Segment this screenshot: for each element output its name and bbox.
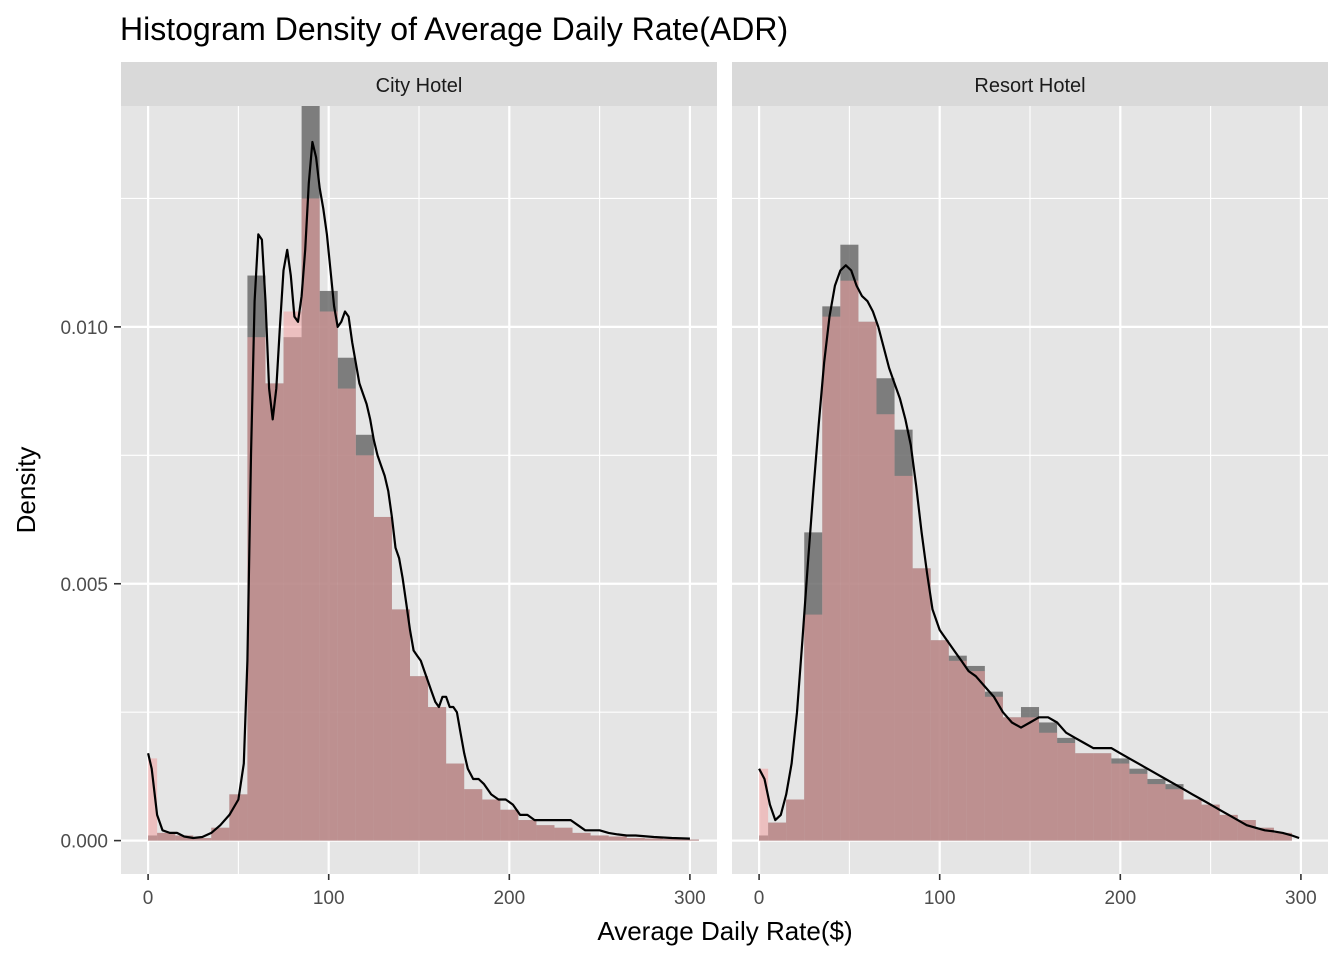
panel-city-hotel: City Hotel 0 100 200 300	[121, 62, 717, 909]
histogram-bar-pink	[554, 827, 573, 841]
histogram-bar-pink	[1273, 832, 1292, 841]
histogram-bar-pink	[247, 337, 266, 841]
histogram-bar-pink	[894, 475, 913, 841]
histogram-bar-pink	[876, 414, 895, 841]
density-line	[758, 264, 1300, 840]
histogram-bar-pink	[301, 198, 320, 841]
x-tick-label: 0	[754, 888, 765, 909]
histogram-bar-pink	[482, 799, 501, 841]
histogram-bar-pink	[840, 280, 859, 841]
x-axis-title: Average Daily Rate($)	[597, 916, 852, 946]
histogram-bar-pink	[1111, 763, 1130, 841]
histogram-bar-pink	[912, 568, 931, 841]
histogram-bar-pink	[572, 832, 591, 841]
histogram-bar-pink	[1093, 753, 1112, 841]
histogram-bar-pink	[768, 822, 787, 841]
histogram-bar-pink	[1147, 784, 1166, 841]
histogram-bar-pink	[1165, 789, 1184, 841]
histogram-bar-pink	[662, 839, 681, 841]
histogram-bar-pink	[283, 311, 302, 841]
x-tick-label: 200	[493, 888, 525, 909]
histogram-bar-pink	[464, 789, 483, 841]
histogram-bar-pink	[518, 820, 537, 841]
histogram-bar-pink	[319, 311, 338, 841]
y-tick-label: 0.010	[60, 318, 108, 339]
histogram-bar-pink	[680, 839, 699, 841]
density-curve-city-hotel	[147, 140, 690, 840]
density-line	[147, 140, 690, 840]
histogram-bar-pink	[822, 316, 841, 841]
histogram-bar-pink	[930, 640, 949, 841]
strip-city-hotel	[121, 62, 717, 106]
x-tick-label: 100	[924, 888, 956, 909]
histogram-bar-pink	[786, 799, 805, 841]
histogram-bar-pink	[500, 809, 519, 841]
histogram-bar-pink	[966, 671, 985, 841]
y-axis-title: Density	[11, 447, 41, 534]
histogram-bar-pink	[148, 758, 158, 841]
histogram-bar-pink	[1002, 717, 1021, 841]
histogram-bar-pink	[265, 383, 284, 841]
histogram-bar-pink	[1201, 804, 1220, 841]
density-curve-resort-hotel	[758, 264, 1300, 840]
histogram-bar-pink	[644, 838, 663, 841]
strip-label-resort-hotel: Resort Hotel	[974, 75, 1085, 97]
histogram-bar-pink	[355, 455, 374, 841]
histogram-bar-pink	[337, 388, 356, 841]
y-tick-label: 0.005	[60, 575, 108, 596]
strip-label-city-hotel: City Hotel	[376, 75, 463, 97]
y-tick-label: 0.000	[60, 832, 108, 853]
histogram-bar-pink	[175, 835, 194, 841]
x-ticks-resort-hotel: 0 100 200 300	[754, 874, 1317, 909]
histogram-bar-pink	[536, 825, 555, 841]
histogram-bar-pink	[590, 835, 609, 841]
histogram-bar-pink	[428, 707, 447, 841]
histogram-bar-pink	[858, 321, 877, 841]
panel-resort-hotel: Resort Hotel 0 100 200 300	[732, 62, 1328, 909]
histogram-bar-pink	[1237, 820, 1256, 841]
x-tick-label: 100	[313, 888, 345, 909]
histogram-bar-pink	[1075, 753, 1094, 841]
histogram-bar-pink	[984, 696, 1003, 841]
histogram-bar-pink	[1219, 814, 1238, 841]
x-tick-label: 200	[1104, 888, 1136, 909]
histogram-bar-pink	[211, 827, 230, 841]
histogram-bar-pink	[1183, 799, 1202, 841]
x-ticks-city-hotel: 0 100 200 300	[143, 874, 706, 909]
strip-resort-hotel	[732, 62, 1328, 106]
y-axis-ticks: 0.000 0.005 0.010	[60, 318, 121, 853]
histogram-bar-pink	[626, 838, 645, 841]
histogram-bar-pink	[1057, 743, 1076, 841]
x-tick-label: 300	[1285, 888, 1317, 909]
histogram-bar-pink	[608, 836, 627, 841]
histogram-bar-pink	[804, 614, 823, 841]
histogram-bar-pink	[759, 768, 769, 841]
chart-title: Histogram Density of Average Daily Rate(…	[120, 11, 788, 47]
x-tick-label: 0	[143, 888, 154, 909]
histogram-bar-pink	[1039, 732, 1058, 841]
histogram-bar-pink	[409, 676, 429, 841]
histogram-bar-pink	[446, 763, 465, 841]
histogram-bar-pink	[1129, 773, 1148, 841]
histogram-bar-pink	[157, 832, 176, 841]
histogram-bar-pink	[193, 838, 212, 841]
histogram-bar-pink	[373, 516, 392, 841]
histogram-bar-pink	[1020, 717, 1040, 841]
histogram-bar-pink	[391, 609, 410, 841]
x-tick-label: 300	[674, 888, 706, 909]
histogram-bars-pink-resort-hotel	[759, 280, 1292, 841]
histogram-bar-pink	[948, 660, 967, 841]
